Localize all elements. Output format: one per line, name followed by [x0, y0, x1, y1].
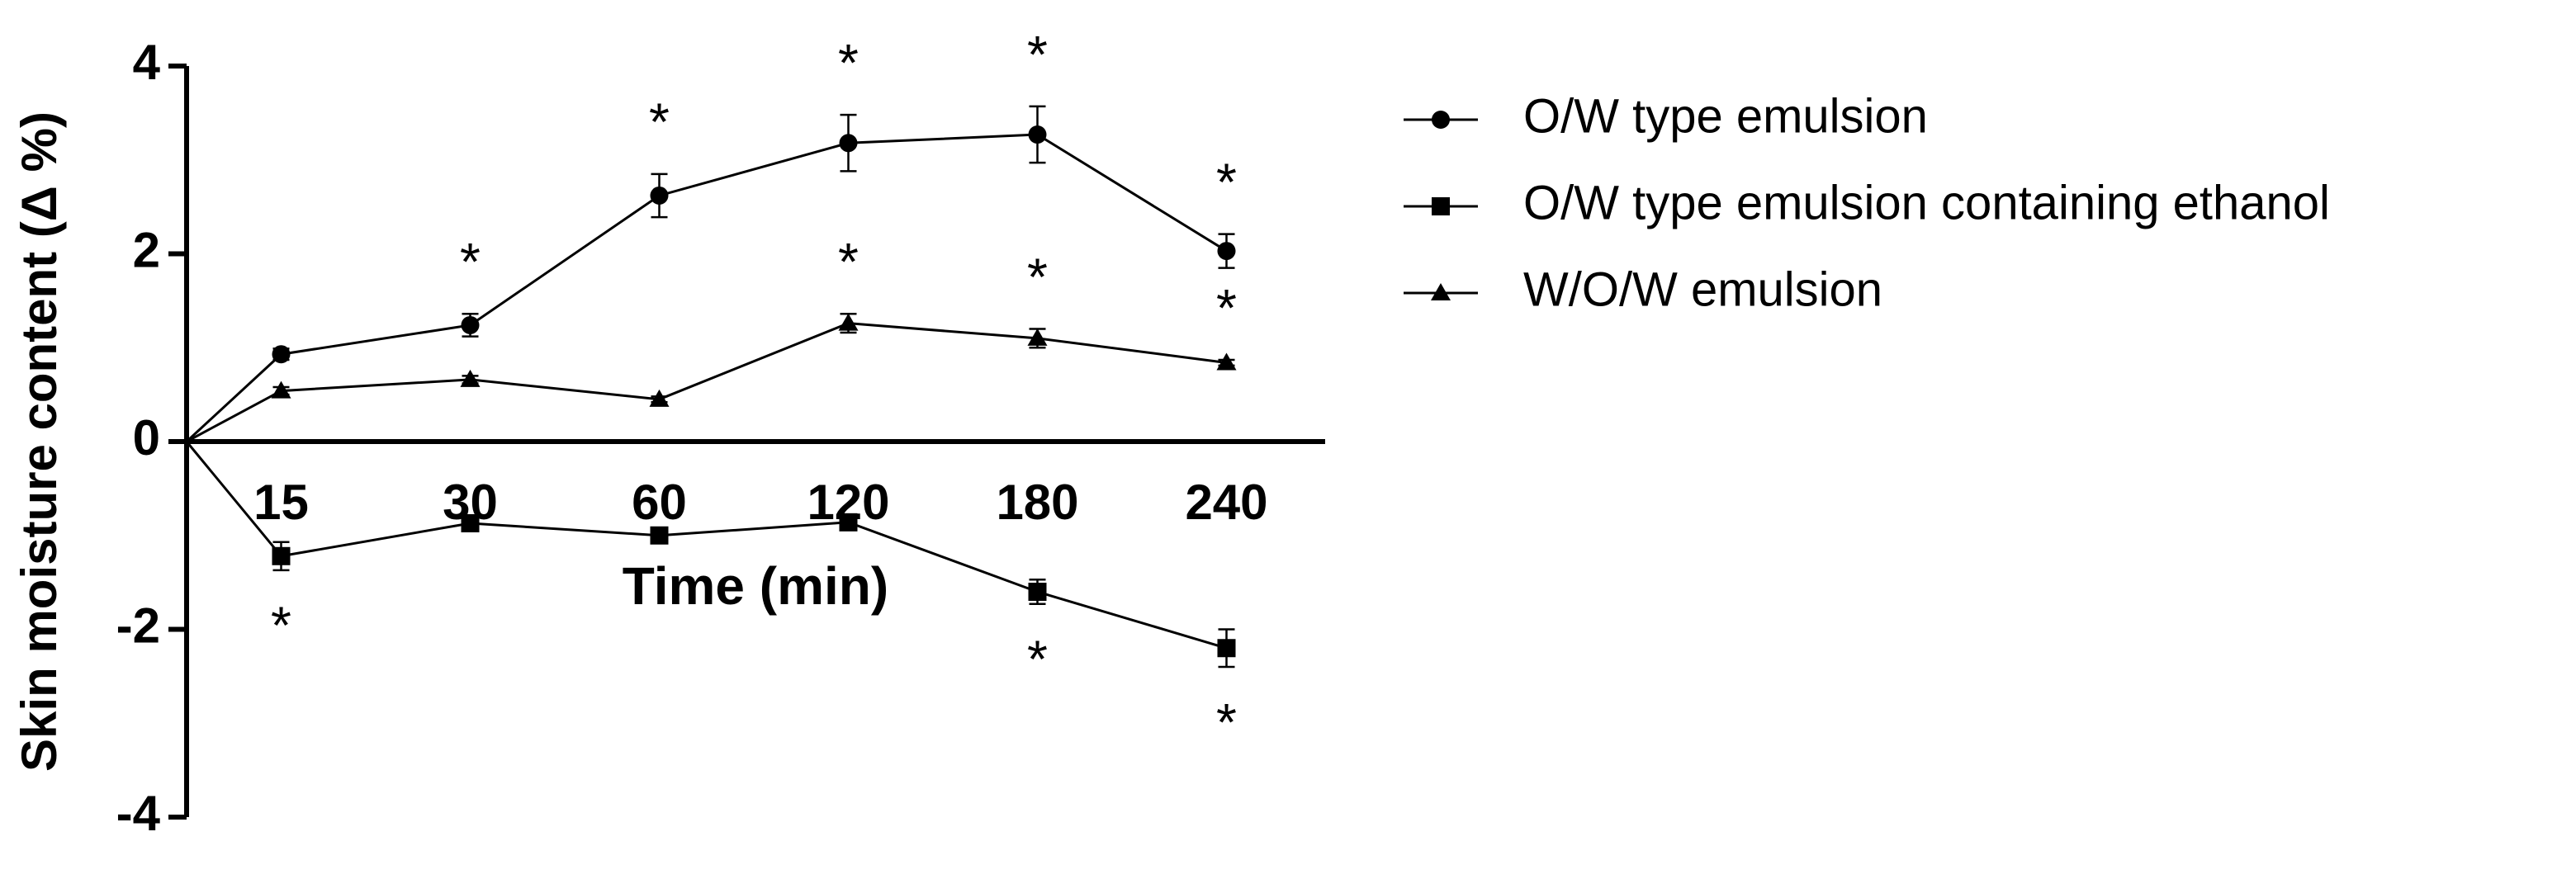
data-point: [650, 526, 669, 545]
significance-mark: *: [1027, 25, 1048, 84]
data-point: [460, 369, 481, 387]
data-point: [272, 546, 291, 565]
significance-mark: *: [271, 596, 291, 655]
x-tick-label: 240: [1185, 475, 1267, 530]
significance-mark: *: [1216, 692, 1237, 752]
data-point: [1217, 639, 1236, 658]
x-tick-label: 60: [632, 475, 687, 530]
significance-mark: *: [649, 92, 670, 152]
data-point: [271, 380, 291, 399]
significance-mark: *: [838, 232, 859, 291]
data-point: [839, 513, 858, 532]
y-tick-label: -4: [116, 786, 161, 841]
data-point: [1028, 583, 1047, 601]
significance-mark: *: [1216, 153, 1237, 212]
data-point: [1027, 328, 1048, 346]
significance-mark: *: [460, 232, 481, 291]
legend-marker: [1431, 283, 1451, 300]
data-point: [1217, 242, 1236, 261]
legend-label: O/W type emulsion containing ethanol: [1523, 176, 2330, 229]
series-line: [185, 133, 1228, 443]
significance-mark: *: [1027, 630, 1048, 689]
data-point: [461, 315, 480, 334]
data-point: [838, 313, 859, 331]
legend-marker: [1432, 197, 1450, 215]
y-tick-label: 0: [133, 410, 160, 465]
data-point: [272, 345, 291, 364]
data-point: [1028, 125, 1047, 144]
significance-mark: *: [838, 33, 859, 92]
data-point: [649, 389, 670, 407]
x-tick-label: 180: [996, 475, 1078, 530]
legend-label: W/O/W emulsion: [1523, 262, 1882, 316]
series-line: [185, 441, 1227, 650]
legend-marker: [1432, 111, 1450, 129]
series-line: [186, 322, 1227, 443]
data-point: [839, 134, 858, 153]
y-tick-label: 4: [133, 35, 161, 90]
significance-mark: *: [1216, 278, 1237, 338]
y-axis-label: Skin moisture content (Δ %): [12, 111, 67, 772]
significance-mark: *: [1027, 247, 1048, 306]
legend-label: O/W type emulsion: [1523, 89, 1928, 143]
data-point: [461, 513, 480, 532]
y-tick-label: 2: [133, 222, 160, 277]
y-tick-label: -2: [116, 598, 160, 653]
x-tick-label: 15: [253, 475, 309, 530]
x-axis-label: Time (min): [623, 556, 888, 616]
data-point: [650, 186, 669, 205]
data-point: [1216, 352, 1237, 371]
